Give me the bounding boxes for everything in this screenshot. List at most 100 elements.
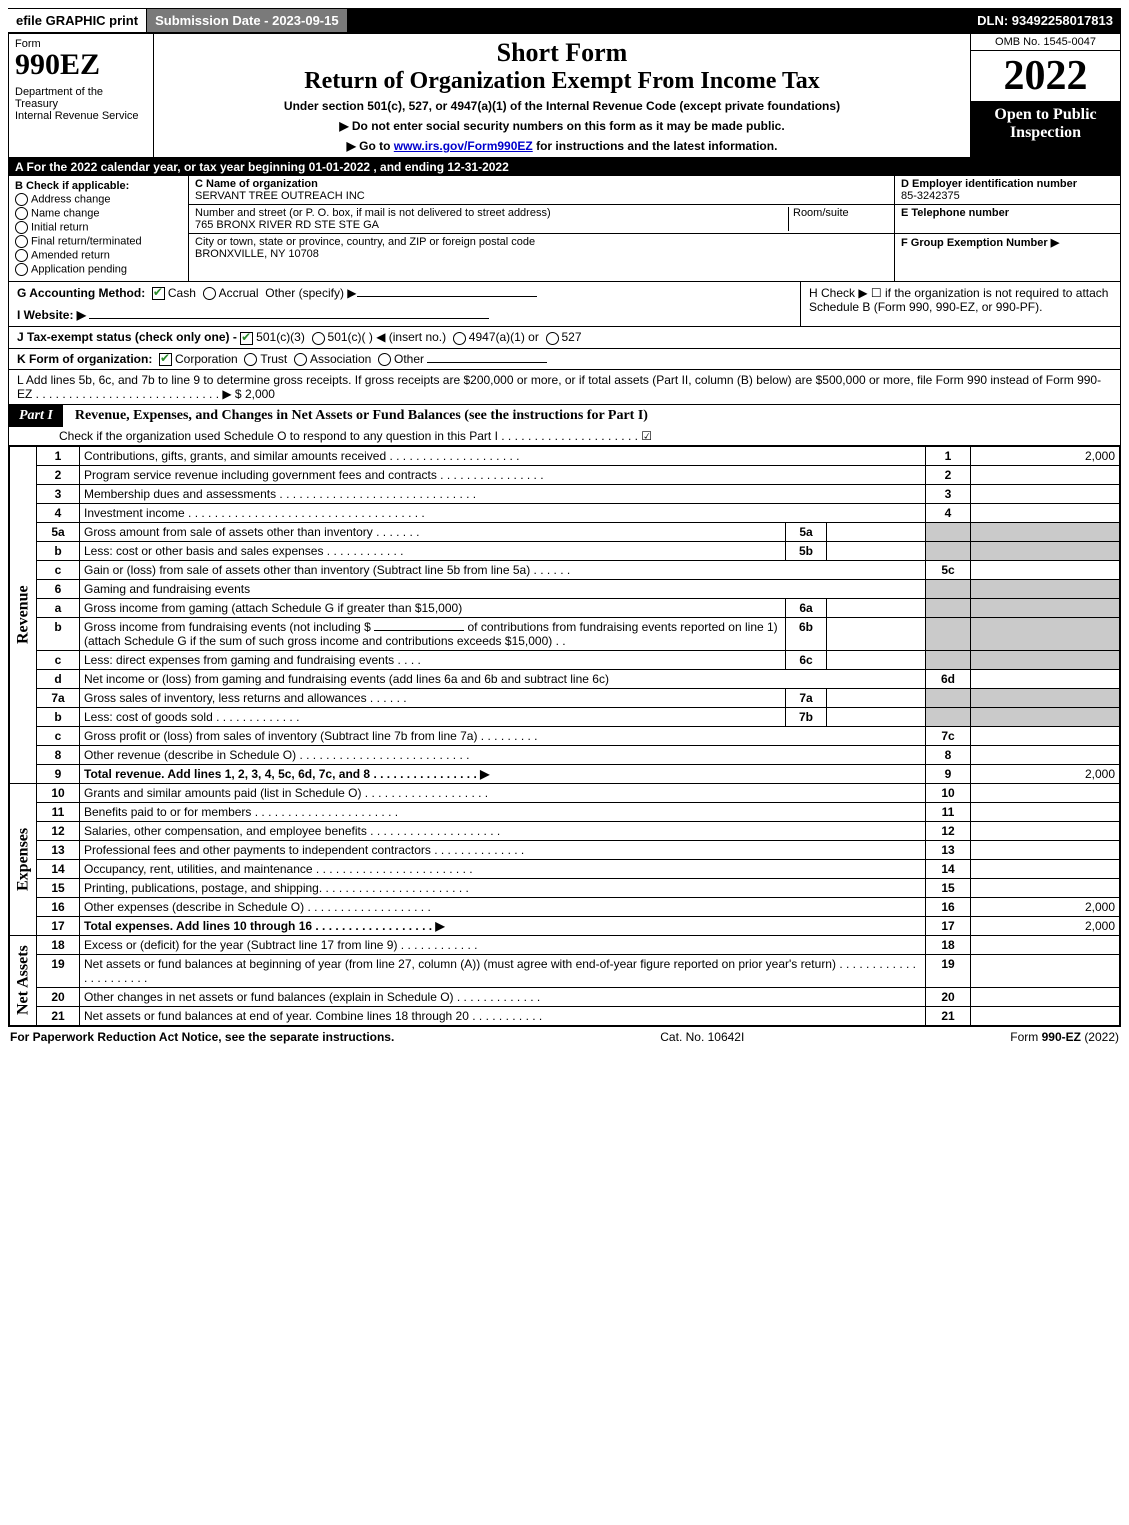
col-def: D Employer identification number 85-3242… — [895, 176, 1120, 281]
block-bcdef: B Check if applicable: Address change Na… — [9, 176, 1120, 282]
part-i-header: Part I Revenue, Expenses, and Changes in… — [9, 405, 1120, 427]
chk-amended-return[interactable]: Amended return — [15, 249, 182, 262]
col-c: C Name of organization SERVANT TREE OUTR… — [189, 176, 895, 281]
dln-label: DLN: 93492258017813 — [969, 9, 1121, 32]
table-row: 9 Total revenue. Add lines 1, 2, 3, 4, 5… — [10, 764, 1120, 783]
f-label: F Group Exemption Number ▶ — [901, 237, 1059, 249]
subtitle: Under section 501(c), 527, or 4947(a)(1)… — [164, 99, 960, 113]
row-gh: G Accounting Method: Cash Accrual Other … — [9, 282, 1120, 327]
table-row: b Less: cost or other basis and sales ex… — [10, 541, 1120, 560]
revenue-vert-label: Revenue — [10, 446, 37, 783]
f-cell: F Group Exemption Number ▶ — [895, 234, 1120, 251]
form-header: Form 990EZ Department of the Treasury In… — [9, 34, 1120, 158]
table-row: 14 Occupancy, rent, utilities, and maint… — [10, 859, 1120, 878]
table-row: 17 Total expenses. Add lines 10 through … — [10, 916, 1120, 935]
department-label: Department of the Treasury Internal Reve… — [15, 86, 147, 122]
note-goto: ▶ Go to www.irs.gov/Form990EZ for instru… — [164, 139, 960, 153]
submission-date: Submission Date - 2023-09-15 — [146, 8, 348, 33]
website-input[interactable] — [89, 318, 489, 319]
col-b: B Check if applicable: Address change Na… — [9, 176, 189, 281]
part-i-title: Revenue, Expenses, and Changes in Net As… — [65, 405, 1120, 427]
chk-address-change[interactable]: Address change — [15, 193, 182, 206]
l-row: L Add lines 5b, 6c, and 7b to line 9 to … — [9, 370, 1120, 405]
org-address: 765 BRONX RIVER RD STE STE GA — [195, 219, 379, 231]
table-row: 21 Net assets or fund balances at end of… — [10, 1006, 1120, 1025]
j-row: J Tax-exempt status (check only one) - 5… — [9, 327, 1120, 348]
header-right: OMB No. 1545-0047 2022 Open to Public In… — [970, 34, 1120, 157]
other-org-input[interactable] — [427, 362, 547, 363]
chk-501c3[interactable] — [240, 332, 253, 345]
expenses-vert-label: Expenses — [10, 783, 37, 935]
i-label: I Website: ▶ — [17, 308, 86, 322]
footer-right: Form 990-EZ (2022) — [1010, 1030, 1119, 1044]
table-row: 7a Gross sales of inventory, less return… — [10, 688, 1120, 707]
main-title: Return of Organization Exempt From Incom… — [164, 68, 960, 95]
chk-527[interactable] — [546, 332, 559, 345]
table-row: 3 Membership dues and assessments . . . … — [10, 484, 1120, 503]
k-row: K Form of organization: Corporation Trus… — [9, 349, 1120, 370]
footer: For Paperwork Reduction Act Notice, see … — [8, 1027, 1121, 1047]
part-i-sub: Check if the organization used Schedule … — [9, 427, 1120, 446]
table-row: 13 Professional fees and other payments … — [10, 840, 1120, 859]
6b-amount-input[interactable] — [374, 630, 464, 631]
line-val: 2,000 — [971, 446, 1120, 465]
note2-pre: ▶ Go to — [347, 139, 394, 153]
chk-final-return[interactable]: Final return/terminated — [15, 235, 182, 248]
e-label: E Telephone number — [901, 207, 1009, 219]
table-row: 15 Printing, publications, postage, and … — [10, 878, 1120, 897]
open-to-public: Open to Public Inspection — [971, 102, 1120, 157]
table-row: Revenue 1 Contributions, gifts, grants, … — [10, 446, 1120, 465]
form-outer: Form 990EZ Department of the Treasury In… — [8, 33, 1121, 1027]
chk-other-org[interactable] — [378, 353, 391, 366]
line-num: 1 — [926, 446, 971, 465]
topbar-spacer — [348, 17, 970, 25]
l-value: 2,000 — [245, 387, 275, 401]
chk-accrual[interactable] — [203, 287, 216, 300]
note-ssn: ▶ Do not enter social security numbers o… — [164, 119, 960, 133]
org-name: SERVANT TREE OUTREACH INC — [195, 190, 365, 202]
lineno: 1 — [37, 446, 80, 465]
chk-4947[interactable] — [453, 332, 466, 345]
c-name-cell: C Name of organization SERVANT TREE OUTR… — [189, 176, 894, 205]
chk-trust[interactable] — [244, 353, 257, 366]
chk-501c[interactable] — [312, 332, 325, 345]
d-label: D Employer identification number — [901, 178, 1077, 190]
other-specify-input[interactable] — [357, 296, 537, 297]
table-row: 19 Net assets or fund balances at beginn… — [10, 954, 1120, 987]
table-row: b Less: cost of goods sold . . . . . . .… — [10, 707, 1120, 726]
table-row: 2 Program service revenue including gove… — [10, 465, 1120, 484]
table-row: b Gross income from fundraising events (… — [10, 617, 1120, 650]
j-label: J Tax-exempt status (check only one) - — [17, 330, 240, 344]
chk-initial-return[interactable]: Initial return — [15, 221, 182, 234]
table-row: 4 Investment income . . . . . . . . . . … — [10, 503, 1120, 522]
header-left: Form 990EZ Department of the Treasury In… — [9, 34, 154, 157]
g-label: G Accounting Method: — [17, 286, 145, 300]
efile-label[interactable]: efile GRAPHIC print — [8, 9, 146, 32]
table-row: 5a Gross amount from sale of assets othe… — [10, 522, 1120, 541]
org-city: BRONXVILLE, NY 10708 — [195, 248, 319, 260]
ein-value: 85-3242375 — [901, 190, 960, 202]
irs-link[interactable]: www.irs.gov/Form990EZ — [394, 139, 533, 153]
line-desc: Contributions, gifts, grants, and simila… — [80, 446, 926, 465]
table-row: 12 Salaries, other compensation, and emp… — [10, 821, 1120, 840]
chk-corporation[interactable] — [159, 353, 172, 366]
row-a: A For the 2022 calendar year, or tax yea… — [9, 158, 1120, 176]
c-name-label: C Name of organization — [195, 178, 318, 190]
k-label: K Form of organization: — [17, 352, 152, 366]
g-row: G Accounting Method: Cash Accrual Other … — [9, 282, 800, 326]
table-row: 6 Gaming and fundraising events — [10, 579, 1120, 598]
chk-name-change[interactable]: Name change — [15, 207, 182, 220]
l-text: L Add lines 5b, 6c, and 7b to line 9 to … — [17, 373, 1101, 401]
c-city-cell: City or town, state or province, country… — [189, 234, 894, 262]
c-city-label: City or town, state or province, country… — [195, 236, 535, 248]
chk-association[interactable] — [294, 353, 307, 366]
table-row: Net Assets 18 Excess or (deficit) for th… — [10, 935, 1120, 954]
part-i-tag: Part I — [9, 405, 65, 427]
table-row: Expenses 10 Grants and similar amounts p… — [10, 783, 1120, 802]
netassets-vert-label: Net Assets — [10, 935, 37, 1025]
table-row: c Gain or (loss) from sale of assets oth… — [10, 560, 1120, 579]
chk-cash[interactable] — [152, 287, 165, 300]
footer-left: For Paperwork Reduction Act Notice, see … — [10, 1030, 394, 1044]
header-center: Short Form Return of Organization Exempt… — [154, 34, 970, 157]
chk-application-pending[interactable]: Application pending — [15, 263, 182, 276]
